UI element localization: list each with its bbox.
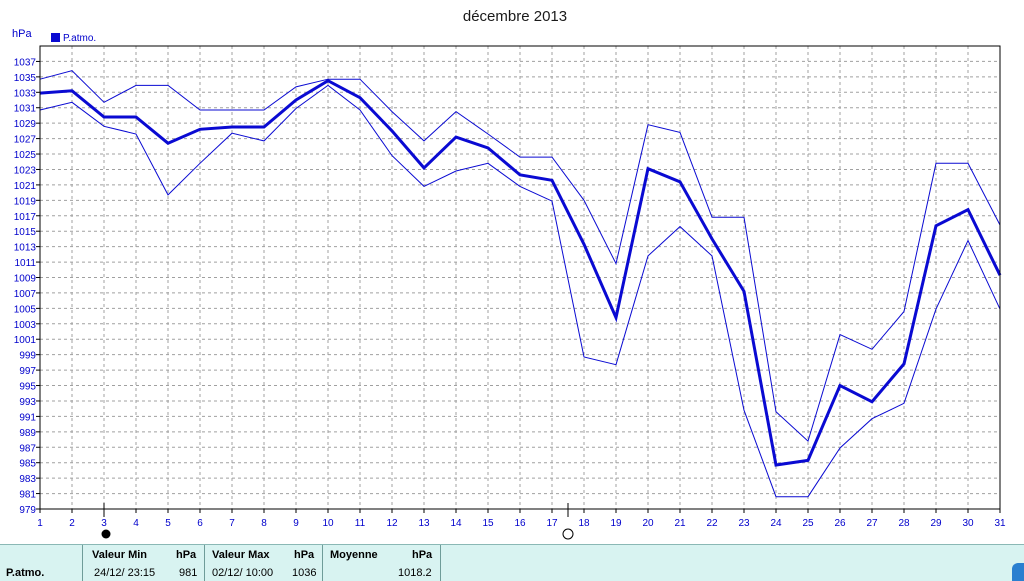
x-tick-label: 5 xyxy=(165,518,171,529)
stats-divider xyxy=(322,545,323,581)
y-tick-label: 999 xyxy=(19,351,36,362)
y-tick-label: 985 xyxy=(19,459,36,470)
x-tick-label: 31 xyxy=(994,518,1006,529)
x-tick-label: 21 xyxy=(674,518,686,529)
chart-title: décembre 2013 xyxy=(463,8,567,25)
y-tick-label: 1019 xyxy=(14,196,37,207)
x-tick-label: 16 xyxy=(514,518,526,529)
y-tick-label: 1017 xyxy=(14,212,37,223)
y-tick-label: 1029 xyxy=(14,119,37,130)
x-tick-label: 13 xyxy=(418,518,430,529)
x-tick-label: 4 xyxy=(133,518,139,529)
series-line-3 xyxy=(39,84,1001,498)
x-tick-label: 12 xyxy=(386,518,398,529)
y-tick-label: 995 xyxy=(19,382,36,393)
x-tick-label: 22 xyxy=(706,518,718,529)
x-tick-label: 7 xyxy=(229,518,235,529)
y-tick-label: 1035 xyxy=(14,73,37,84)
y-tick-label: 983 xyxy=(19,474,36,485)
x-tick-label: 6 xyxy=(197,518,203,529)
x-tick-labels: 1 2 3 4 5 6 7 8 9 10 11 12 13 14 15 16 17 18 19 20 21 22 23 24 2… xyxy=(37,509,1006,529)
stats-avg-cell: Moyenne hPa 1018.2 xyxy=(322,545,440,581)
new-moon-icon xyxy=(562,528,574,540)
x-tick-label: 30 xyxy=(962,518,974,529)
x-tick-label: 23 xyxy=(738,518,750,529)
stats-max-header: Valeur Max xyxy=(212,549,270,561)
y-tick-label: 979 xyxy=(19,505,36,516)
x-tick-label: 10 xyxy=(322,518,334,529)
plot-frame xyxy=(39,45,1001,510)
y-tick-label: 1013 xyxy=(14,243,37,254)
stats-row-label-cell: P.atmo. xyxy=(6,545,81,581)
y-tick-label: 1021 xyxy=(14,181,37,192)
y-tick-label: 1023 xyxy=(14,165,37,176)
x-tick-label: 25 xyxy=(802,518,814,529)
y-axis-unit: hPa xyxy=(12,28,32,40)
legend-label: P.atmo. xyxy=(63,33,96,44)
x-tick-label: 2 xyxy=(69,518,75,529)
stats-avg-unit: hPa xyxy=(412,549,433,561)
x-tick-label: 19 xyxy=(610,518,622,529)
full-moon-icon xyxy=(101,529,111,539)
y-tick-label: 1009 xyxy=(14,274,37,285)
x-tick-label: 24 xyxy=(770,518,782,529)
x-tick-label: 17 xyxy=(546,518,558,529)
stats-min-datetime: 24/12/ 23:15 xyxy=(94,567,156,579)
x-tick-label: 18 xyxy=(578,518,590,529)
y-tick-label: 981 xyxy=(19,490,36,501)
moon-markers xyxy=(101,503,574,540)
y-tick-label: 1007 xyxy=(14,289,37,300)
series-lines xyxy=(39,70,1002,498)
x-tick-label: 27 xyxy=(866,518,878,529)
stats-bar: P.atmo. Valeur Min hPa 24/12/ 23:15 981 … xyxy=(0,544,1024,581)
stats-max-datetime: 02/12/ 10:00 xyxy=(212,567,274,579)
y-tick-label: 987 xyxy=(19,443,36,454)
stats-min-cell: Valeur Min hPa 24/12/ 23:15 981 xyxy=(82,545,204,581)
legend-swatch xyxy=(51,33,60,42)
stats-min-value: 981 xyxy=(179,567,198,579)
stats-min-unit: hPa xyxy=(176,549,197,561)
y-tick-label: 1015 xyxy=(14,227,37,238)
x-tick-label: 11 xyxy=(355,518,366,529)
y-tick-label: 993 xyxy=(19,397,36,408)
stats-row-label: P.atmo. xyxy=(6,567,45,579)
stats-min-header: Valeur Min xyxy=(92,549,148,561)
x-tick-label: 9 xyxy=(293,518,299,529)
x-tick-label: 1 xyxy=(37,518,43,529)
y-tick-labels: 979 981 983 985 987 989 991 993 995 997 999 1001 100… xyxy=(14,57,40,516)
stats-divider xyxy=(82,545,83,581)
y-tick-label: 1001 xyxy=(14,335,37,346)
x-tick-label: 8 xyxy=(261,518,267,529)
y-tick-label: 1025 xyxy=(14,150,37,161)
pressure-chart: décembre 2013 hPa P.atmo. 97998198398598… xyxy=(12,8,1006,540)
y-tick-label: 991 xyxy=(19,412,36,423)
x-tick-label: 14 xyxy=(450,518,462,529)
x-tick-label: 15 xyxy=(482,518,494,529)
stats-max-unit: hPa xyxy=(294,549,315,561)
y-tick-label: 989 xyxy=(19,428,36,439)
x-tick-label: 20 xyxy=(642,518,654,529)
grid xyxy=(40,46,1000,509)
x-tick-label: 26 xyxy=(834,518,846,529)
series-line-2 xyxy=(39,78,1002,467)
y-tick-label: 1037 xyxy=(14,57,37,68)
y-tick-label: 997 xyxy=(19,366,36,377)
x-tick-label: 3 xyxy=(101,518,107,529)
y-tick-label: 1003 xyxy=(14,320,37,331)
stats-max-value: 1036 xyxy=(292,567,317,579)
series-line-1 xyxy=(39,70,1001,443)
y-tick-label: 1011 xyxy=(14,258,36,269)
y-tick-label: 1033 xyxy=(14,88,37,99)
y-tick-label: 1031 xyxy=(14,104,37,115)
y-tick-label: 1027 xyxy=(14,135,37,146)
stats-divider xyxy=(440,545,441,581)
scroll-corner-icon[interactable] xyxy=(1012,563,1024,581)
x-tick-label: 29 xyxy=(930,518,942,529)
y-tick-label: 1005 xyxy=(14,304,37,315)
stats-avg-header: Moyenne xyxy=(330,549,378,561)
stats-avg-value: 1018.2 xyxy=(398,567,432,579)
stats-divider xyxy=(204,545,205,581)
stats-max-cell: Valeur Max hPa 02/12/ 10:00 1036 xyxy=(204,545,322,581)
x-tick-label: 28 xyxy=(898,518,910,529)
